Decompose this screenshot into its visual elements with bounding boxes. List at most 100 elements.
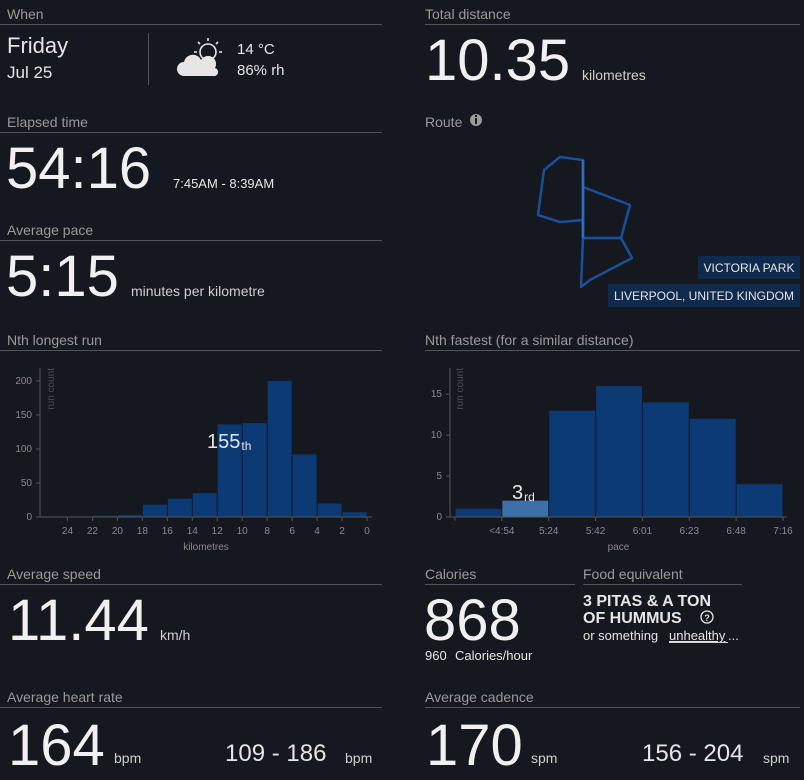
calories-rate: 960: [425, 648, 447, 663]
food-ellipsis: ...: [728, 628, 739, 643]
place-badge: [608, 284, 800, 307]
x-tick-label: 5:24: [539, 526, 559, 537]
elapsed-value: 54:16: [6, 136, 151, 201]
distance-value: 10.35: [425, 28, 570, 93]
y-tick-label: 5: [436, 471, 442, 482]
section-label: Route: [425, 114, 463, 130]
section-label: Food equivalent: [583, 566, 683, 582]
bar: [317, 503, 342, 517]
x-tick-label: 4: [314, 526, 320, 537]
x-tick-label: 12: [212, 526, 224, 537]
time-range: 7:45AM - 8:39AM: [173, 176, 274, 191]
distance-unit: kilometres: [582, 67, 646, 83]
speed-unit: km/h: [160, 627, 190, 643]
cadence-range: 156 - 204: [642, 740, 743, 767]
bar: [142, 504, 167, 517]
bar: [642, 402, 689, 517]
svg-text:?: ?: [704, 613, 710, 623]
x-tick-label: 7:16: [773, 526, 793, 537]
date: Jul 25: [7, 63, 52, 82]
bar: [217, 424, 242, 517]
rank-suffix: th: [241, 439, 251, 453]
cadence-range-unit: spm: [763, 750, 789, 766]
section-label: Nth longest run: [7, 332, 102, 348]
food-line: OF HUMMUS: [583, 610, 682, 627]
y-tick-label: 15: [431, 389, 443, 400]
x-tick-label: 22: [87, 526, 99, 537]
bar: [549, 410, 596, 517]
x-tick-label: 6:48: [726, 526, 746, 537]
x-tick-label: 6:01: [633, 526, 653, 537]
place: VICTORIA PARK: [704, 261, 795, 275]
y-tick-label: 200: [15, 376, 32, 387]
speed-value: 11.44: [8, 588, 149, 653]
x-axis-label: kilometres: [183, 542, 229, 553]
place-badge: [698, 256, 800, 279]
section-label: Calories: [425, 566, 476, 582]
y-axis-label: run count: [455, 368, 466, 410]
place: LIVERPOOL, UNITED KINGDOM: [614, 289, 794, 303]
food-link[interactable]: unhealthy: [669, 628, 726, 643]
weather-icon: [177, 38, 222, 77]
x-tick-label: 14: [187, 526, 199, 537]
x-tick-label: 5:42: [586, 526, 606, 537]
y-tick-label: 100: [15, 444, 32, 455]
humidity: 86% rh: [237, 62, 285, 79]
heart-rate-value: 164: [8, 713, 105, 778]
bar: [117, 514, 142, 517]
y-tick-label: 0: [436, 512, 442, 523]
x-tick-label: 8: [264, 526, 270, 537]
calories-value: 868: [424, 588, 521, 653]
bar: [267, 380, 292, 517]
calories-rate-unit: Calories/hour: [455, 648, 533, 663]
x-tick-label: <4:54: [489, 526, 515, 537]
rank: 3: [512, 482, 523, 504]
section-label: Elapsed time: [7, 114, 88, 130]
cadence-unit: spm: [531, 750, 557, 766]
section-label: Total distance: [425, 6, 511, 22]
bar: [92, 515, 117, 517]
x-tick-label: 2: [339, 526, 345, 537]
section-label: When: [7, 6, 44, 22]
bar: [736, 484, 783, 517]
food-line: 3 PITAS & A TON: [583, 593, 711, 610]
y-tick-label: 0: [26, 512, 32, 523]
temperature: 14 °C: [237, 41, 275, 58]
section-label: Average cadence: [425, 689, 534, 705]
heart-rate-range: 109 - 186: [225, 740, 326, 767]
bar: [502, 500, 549, 517]
bar: [455, 508, 502, 517]
x-axis-label: pace: [608, 542, 630, 553]
x-tick-label: 0: [364, 526, 370, 537]
route-map: [536, 155, 634, 289]
x-tick-label: 6: [289, 526, 295, 537]
x-tick-label: 20: [112, 526, 124, 537]
help-icon[interactable]: ?: [700, 610, 714, 624]
bar: [242, 423, 267, 517]
section-label: Nth fastest (for a similar distance): [425, 332, 634, 348]
pace-value: 5:15: [6, 244, 119, 309]
bar: [689, 418, 736, 517]
x-tick-label: 10: [237, 526, 249, 537]
pace-unit: minutes per kilometre: [131, 283, 265, 299]
bar: [192, 493, 217, 517]
y-tick-label: 10: [431, 430, 443, 441]
rank-suffix: rd: [524, 490, 535, 504]
rank: 155: [207, 431, 240, 453]
heart-rate-unit: bpm: [114, 750, 141, 766]
y-tick-label: 50: [21, 478, 33, 489]
section-label: Average speed: [7, 566, 101, 582]
x-tick-label: 24: [62, 526, 74, 537]
x-tick-label: 6:23: [680, 526, 700, 537]
day: Friday: [7, 33, 68, 58]
food-note: or something: [583, 628, 658, 643]
x-tick-label: 16: [162, 526, 174, 537]
section-label: Average pace: [7, 222, 93, 238]
heart-rate-range-unit: bpm: [345, 750, 372, 766]
y-tick-label: 150: [15, 410, 32, 421]
info-icon[interactable]: [470, 114, 482, 126]
y-axis-label: run count: [46, 368, 57, 410]
section-label: Average heart rate: [7, 689, 123, 705]
bar: [342, 512, 367, 517]
